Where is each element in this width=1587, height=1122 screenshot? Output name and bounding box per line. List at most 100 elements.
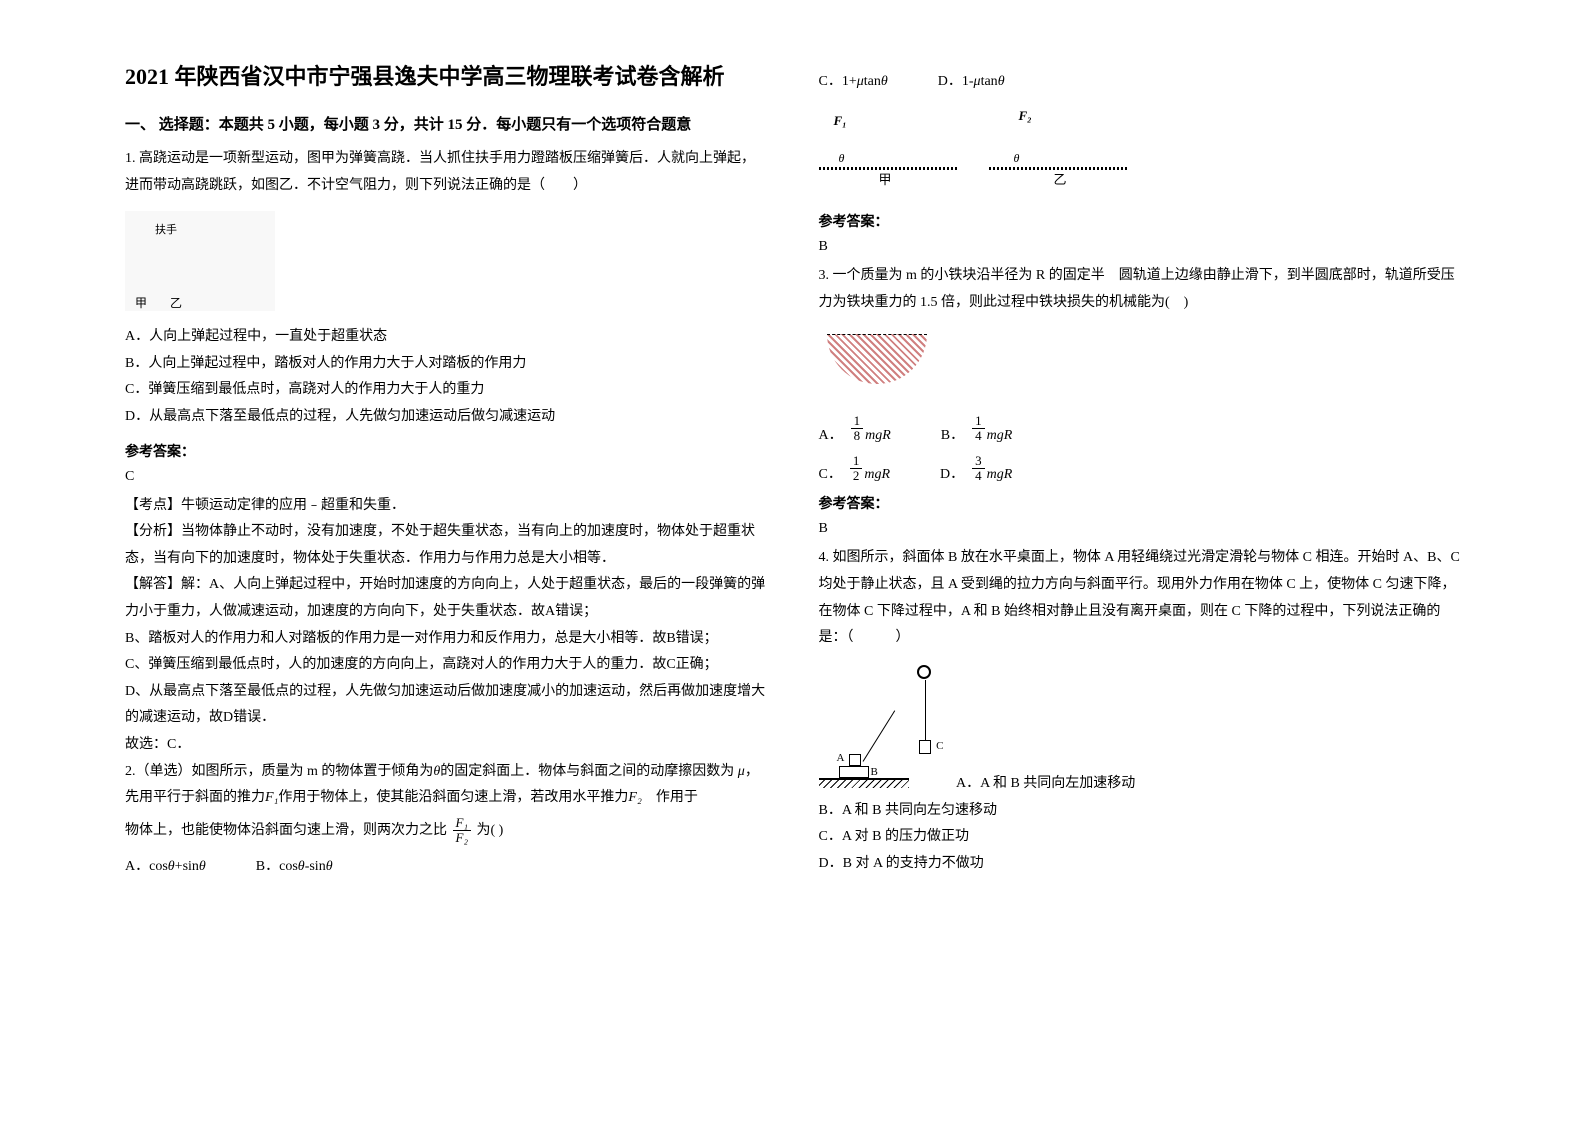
q3-a-mgr: mgR	[865, 428, 891, 444]
q2-opt-c: C．1+μ tanθ	[819, 70, 888, 90]
q4-label-c: C	[936, 740, 943, 752]
q2-fig-f2: F₂	[1019, 108, 1032, 124]
q3-c-prefix: C．	[819, 463, 842, 483]
q3-d-num: 3	[972, 454, 985, 469]
q4-stem: 4. 如图所示，斜面体 B 放在水平桌面上，物体 A 用轻绳绕过光滑定滑轮与物体…	[819, 545, 1463, 651]
q4-string-vertical	[925, 680, 926, 740]
q3-b-mgr: mgR	[987, 428, 1013, 444]
q3-opt-a: A． 1 8 mgR	[819, 414, 891, 444]
q4-opt-c: C．A 对 B 的压力做正功	[819, 824, 1463, 851]
q2-mu: μ	[738, 764, 745, 779]
q2-opt-a: A．cosθ +sinθ	[125, 855, 206, 875]
q2-optc-pre: C．1+	[819, 70, 857, 90]
q4-block-c	[919, 740, 931, 754]
q2-ratio-den: F₂	[453, 831, 471, 845]
q2-fig-f1: F₁	[834, 113, 847, 129]
q3-a-frac: 1 8	[851, 414, 864, 444]
q3-answer-label: 参考答案：	[819, 493, 1463, 513]
q4-block-b	[839, 766, 869, 778]
q2-optb-theta2: θ	[326, 859, 333, 875]
q3-c-frac: 1 2	[850, 454, 863, 484]
q1-fenxi: 【分析】当物体静止不动时，没有加速度，不处于超失重状态，当有向上的加速度时，物体…	[125, 519, 769, 572]
q3-figure	[819, 324, 939, 404]
q2-stem-2: 的固定斜面上．物体与斜面之间的动摩擦因数为	[440, 764, 734, 779]
q4-table-hatch	[819, 780, 909, 788]
q2-ratio-frac: F₁ F₂	[453, 816, 471, 846]
q4-string-slope	[862, 710, 895, 761]
q3-opt-b: B． 1 4 mgR	[941, 414, 1013, 444]
q2-optd-mid: tan	[981, 74, 998, 90]
q3-c-num: 1	[850, 454, 863, 469]
q3-d-den: 4	[972, 469, 985, 483]
q2-opta-pre: A．cos	[125, 855, 168, 875]
q4-figure: A B C	[819, 662, 949, 792]
q2-answer: B	[819, 239, 1463, 255]
page-title: 2021 年陕西省汉中市宁强县逸夫中学高三物理联考试卷含解析	[125, 60, 769, 93]
q2-optd-mu: μ	[974, 74, 981, 90]
q4-figure-row: A B C A．A 和 B 共同向左加速移动	[819, 656, 1463, 798]
q3-b-num: 1	[972, 414, 985, 429]
q3-a-den: 8	[851, 429, 864, 443]
q2-optc-mu: μ	[857, 74, 864, 90]
q3-d-mgr: mgR	[987, 467, 1013, 483]
q3-c-den: 2	[850, 469, 863, 483]
q2-optd-pre: D．1-	[938, 70, 974, 90]
right-column: C．1+μ tanθ D．1-μ tanθ F₁ F₂ θ θ 甲 乙 参考答案…	[794, 60, 1488, 1082]
q2-opts-row-2: C．1+μ tanθ D．1-μ tanθ	[819, 70, 1463, 90]
q1-answer-label: 参考答案：	[125, 441, 769, 461]
q1-stem: 1. 高跷运动是一项新型运动，图甲为弹簧高跷．当人抓住扶手用力蹬踏板压缩弹簧后．…	[125, 146, 769, 199]
q3-opt-c: C． 1 2 mgR	[819, 454, 891, 484]
q3-d-frac: 3 4	[972, 454, 985, 484]
q2-fig-jia: 甲	[879, 169, 892, 188]
q2-opt-b: B．cosθ -sinθ	[256, 855, 333, 875]
q1-jieda-c: C、弹簧压缩到最低点时，人的加速度的方向向上，高跷对人的作用力大于人的重力．故C…	[125, 652, 769, 679]
section-heading: 一、 选择题：本题共 5 小题，每小题 3 分，共计 15 分．每小题只有一个选…	[125, 113, 769, 134]
q2-stem: 2.（单选）如图所示，质量为 m 的物体置于倾角为θ的固定斜面上．物体与斜面之间…	[125, 759, 769, 812]
q3-b-frac: 1 4	[972, 414, 985, 444]
q2-optb-theta1: θ	[298, 859, 305, 875]
left-column: 2021 年陕西省汉中市宁强县逸夫中学高三物理联考试卷含解析 一、 选择题：本题…	[100, 60, 794, 1082]
q1-opt-b: B．人向上弹起过程中，踏板对人的作用力大于人对踏板的作用力	[125, 351, 769, 378]
q2-fig-theta-l: θ	[839, 151, 845, 166]
q2-optd-theta: θ	[998, 74, 1005, 90]
q4-label-b: B	[871, 766, 878, 778]
q2-opts-row-1: A．cosθ +sinθ B．cosθ -sinθ	[125, 855, 769, 875]
q2-fig-yi: 乙	[1054, 169, 1067, 188]
q4-opt-a: A．A 和 B 共同向左加速移动	[956, 771, 1135, 798]
q3-opts-row-1: A． 1 8 mgR B． 1 4 mgR	[819, 414, 1463, 444]
q1-opt-d: D．从最高点下落至最低点的过程，人先做匀加速运动后做匀减速运动	[125, 404, 769, 431]
q2-opta-mid: +sin	[175, 859, 199, 875]
q2-figure: F₁ F₂ θ θ 甲 乙	[819, 108, 1139, 188]
q1-guxuan: 故选：C．	[125, 732, 769, 759]
q4-block-a	[849, 754, 861, 766]
q3-half-circle	[827, 334, 927, 384]
q3-opt-d: D． 3 4 mgR	[940, 454, 1012, 484]
q2-stem-7: 为( )	[476, 823, 503, 838]
q2-stem-4: 作用于物体上，使其能沿斜面匀速上滑，若改用水平推力	[278, 790, 628, 805]
q1-jieda: 【解答】解：A、人向上弹起过程中，开始时加速度的方向向上，人处于超重状态，最后的…	[125, 572, 769, 625]
q3-b-den: 4	[972, 429, 985, 443]
q1-jieda-d: D、从最高点下落至最低点的过程，人先做匀加速运动后做加速度减小的加速运动，然后再…	[125, 679, 769, 732]
q2-optb-pre: B．cos	[256, 855, 298, 875]
q3-answer: B	[819, 521, 1463, 537]
q2-stem-6: 物体上，也能使物体沿斜面匀速上滑，则两次力之比	[125, 823, 447, 838]
q2-answer-label: 参考答案：	[819, 211, 1463, 231]
q3-opts-row-2: C． 1 2 mgR D． 3 4 mgR	[819, 454, 1463, 484]
q2-opta-theta1: θ	[168, 859, 175, 875]
q4-pulley	[917, 665, 931, 679]
q2-opta-theta2: θ	[199, 859, 206, 875]
q2-optb-mid: -sin	[305, 859, 326, 875]
q2-stem-1: 2.（单选）如图所示，质量为 m 的物体置于倾角为	[125, 764, 433, 779]
q2-stem-row2: 物体上，也能使物体沿斜面匀速上滑，则两次力之比 F₁ F₂ 为( )	[125, 816, 769, 846]
q2-opt-d: D．1-μ tanθ	[938, 70, 1005, 90]
q1-opt-c: C．弹簧压缩到最低点时，高跷对人的作用力大于人的重力	[125, 377, 769, 404]
q4-label-a: A	[837, 752, 845, 764]
q2-stem-5: 作用于	[642, 790, 698, 805]
q2-f1: F₁	[265, 790, 278, 805]
q3-d-prefix: D．	[940, 463, 964, 483]
q4-opt-b: B．A 和 B 共同向左匀速移动	[819, 798, 1463, 825]
q1-kaodian: 【考点】牛顿运动定律的应用﹣超重和失重．	[125, 493, 769, 520]
q1-figure	[125, 211, 275, 311]
q3-stem: 3. 一个质量为 m 的小铁块沿半径为 R 的固定半 圆轨道上边缘由静止滑下，到…	[819, 263, 1463, 316]
q2-optc-mid: tan	[864, 74, 881, 90]
